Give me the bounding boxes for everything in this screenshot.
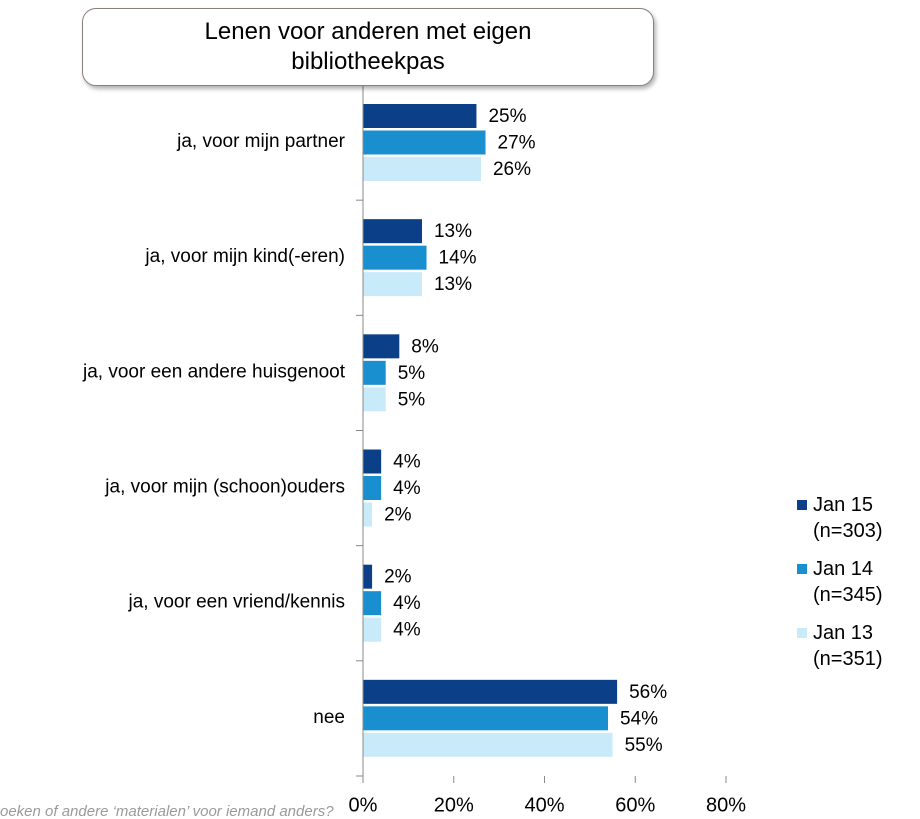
legend-swatch [797, 500, 807, 510]
footnote: oeken of andere ‘materialen’ voor iemand… [0, 803, 334, 819]
bar [363, 564, 373, 589]
legend-label: Jan 15 (n=303) [813, 494, 883, 542]
y-tick-label: ja, voor mijn (schoon)ouders [104, 477, 345, 498]
legend-item: Jan 15 (n=303) [795, 492, 920, 544]
bar [363, 157, 481, 181]
bar [363, 502, 373, 527]
legend-item: Jan 14 (n=345) [795, 556, 920, 608]
legend-swatch [797, 628, 807, 638]
bar [363, 591, 382, 616]
bar [363, 387, 386, 412]
y-tick-label: ja, voor mijn partner [176, 131, 346, 152]
legend-swatch [797, 564, 807, 574]
x-tick-label: 40% [524, 794, 564, 816]
value-label: 55% [625, 735, 663, 756]
value-label: 5% [398, 389, 426, 410]
value-label: 13% [434, 274, 472, 295]
bar [363, 706, 609, 731]
bar [363, 272, 422, 297]
value-label: 27% [498, 133, 536, 154]
y-tick-label: ja, voor een andere huisgenoot [82, 361, 346, 382]
value-label: 54% [620, 708, 658, 729]
value-label: 8% [411, 336, 439, 357]
value-label: 4% [393, 452, 421, 473]
bar [363, 476, 382, 500]
y-tick-label: ja, voor mijn kind(-eren) [144, 246, 345, 267]
chart-title: Lenen voor anderen met eigen bibliotheek… [82, 8, 654, 86]
value-label: 26% [493, 159, 531, 180]
x-tick-label: 20% [434, 794, 474, 816]
value-label: 5% [398, 363, 426, 384]
bar [363, 360, 386, 385]
bar [363, 334, 400, 359]
value-label: 25% [488, 106, 526, 127]
value-label: 4% [393, 620, 421, 641]
y-tick-label: nee [313, 707, 345, 728]
bar [363, 617, 382, 642]
legend-label: Jan 14 (n=345) [813, 558, 883, 606]
value-label: 56% [629, 682, 667, 703]
x-tick-label: 80% [706, 794, 746, 816]
bar [363, 219, 422, 244]
legend-item: Jan 13 (n=351) [795, 620, 920, 672]
bar [363, 679, 618, 704]
value-label: 14% [439, 248, 477, 269]
value-label: 2% [384, 567, 412, 588]
bar [363, 449, 382, 474]
value-label: 13% [434, 221, 472, 242]
bar [363, 732, 613, 757]
legend-label: Jan 13 (n=351) [813, 622, 883, 670]
value-label: 4% [393, 478, 421, 499]
x-tick-label: 60% [615, 794, 655, 816]
value-label: 4% [393, 593, 421, 614]
x-tick-label: 0% [349, 794, 378, 816]
legend: Jan 15 (n=303) Jan 14 (n=345) Jan 13 (n=35… [795, 492, 920, 684]
y-tick-label: ja, voor een vriend/kennis [127, 592, 345, 613]
bar [363, 245, 427, 270]
bar [363, 130, 486, 155]
bar [363, 104, 477, 128]
value-label: 2% [384, 505, 412, 526]
